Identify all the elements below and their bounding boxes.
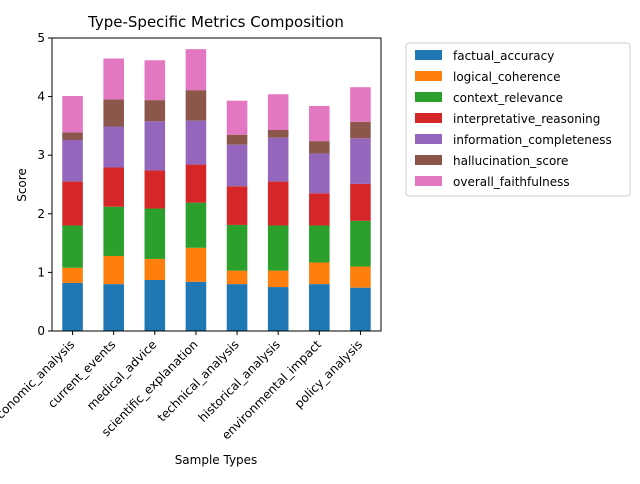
bar-segment-hallucination_score-scientific_explanation (185, 90, 207, 121)
bar-segment-factual_accuracy-policy_analysis (350, 287, 371, 331)
legend-label-logical_coherence: logical_coherence (453, 70, 560, 84)
y-tick-label: 5 (37, 31, 45, 45)
bar-segment-hallucination_score-environmental_impact (309, 141, 330, 154)
bar-segment-factual_accuracy-medical_advice (144, 280, 166, 331)
legend-swatch-context_relevance (415, 92, 442, 102)
bar-segment-factual_accuracy-environmental_impact (309, 284, 330, 331)
bar-segment-context_relevance-historical_analysis (267, 225, 289, 271)
y-axis: 0 1 2 3 4 5 (37, 31, 52, 338)
bar-segment-overall_faithfulness-historical_analysis (267, 94, 289, 131)
legend-label-factual_accuracy: factual_accuracy (453, 49, 554, 63)
plot-frame (51, 37, 382, 332)
x-axis-label: Sample Types (175, 453, 258, 467)
bar-segment-information_completeness-environmental_impact (309, 153, 330, 194)
bar-segment-hallucination_score-historical_analysis (267, 130, 289, 138)
bar-segment-overall_faithfulness-scientific_explanation (185, 49, 207, 91)
x-tick-label: medical_advice (84, 337, 159, 412)
bar-segment-hallucination_score-current_events (103, 99, 124, 127)
bar-segment-factual_accuracy-current_events (103, 284, 124, 331)
bar-segment-logical_coherence-technical_analysis (226, 270, 248, 285)
y-tick-label: 0 (37, 324, 45, 338)
bar-segment-interpretative_reasoning-current_events (103, 167, 124, 207)
legend-swatch-information_completeness (415, 134, 442, 144)
bar-segment-information_completeness-historical_analysis (267, 137, 289, 182)
bar-segment-interpretative_reasoning-environmental_impact (309, 193, 330, 226)
bar-segment-logical_coherence-scientific_explanation (185, 247, 207, 282)
y-tick-label: 2 (37, 207, 45, 221)
bar-segment-information_completeness-scientific_explanation (185, 120, 207, 165)
bar-segment-overall_faithfulness-economic_analysis (62, 96, 83, 133)
legend-frame (405, 42, 631, 197)
bar-segment-context_relevance-technical_analysis (226, 224, 248, 271)
legend-label-information_completeness: information_completeness (453, 133, 612, 147)
bar-segment-overall_faithfulness-medical_advice (144, 60, 166, 101)
chart-title: Type-Specific Metrics Composition (87, 13, 344, 31)
bar-segment-information_completeness-economic_analysis (62, 139, 83, 182)
bar-segment-interpretative_reasoning-historical_analysis (267, 181, 289, 226)
legend-label-hallucination_score: hallucination_score (453, 154, 568, 168)
legend: factual_accuracy logical_coherencecontext… (405, 42, 631, 197)
bar-segment-interpretative_reasoning-scientific_explanation (185, 164, 207, 203)
legend-swatch-factual_accuracy (415, 50, 442, 60)
bar-segment-logical_coherence-environmental_impact (309, 262, 330, 285)
bar-segment-interpretative_reasoning-policy_analysis (350, 183, 371, 221)
bar-segment-logical_coherence-current_events (103, 255, 124, 285)
y-axis-label: Score (15, 168, 29, 202)
legend-label-overall_faithfulness: overall_faithfulness (453, 175, 570, 189)
bar-segment-context_relevance-current_events (103, 206, 124, 256)
bar-segment-hallucination_score-medical_advice (144, 100, 166, 122)
bar-segment-logical_coherence-economic_analysis (62, 267, 83, 283)
bar-segment-hallucination_score-technical_analysis (226, 134, 248, 145)
bar-segment-overall_faithfulness-environmental_impact (309, 105, 330, 142)
bar-segment-overall_faithfulness-current_events (103, 58, 124, 100)
bar-segment-hallucination_score-policy_analysis (350, 121, 371, 139)
legend-label-context_relevance: context_relevance (453, 91, 563, 105)
bar-segment-context_relevance-policy_analysis (350, 220, 371, 267)
bar-segment-interpretative_reasoning-medical_advice (144, 170, 166, 209)
legend-swatch-hallucination_score (415, 155, 442, 165)
bar-segment-context_relevance-scientific_explanation (185, 202, 207, 248)
y-tick-label: 3 (37, 148, 45, 162)
bar-segment-context_relevance-environmental_impact (309, 225, 330, 263)
bars-group (62, 49, 371, 331)
bar-segment-overall_faithfulness-technical_analysis (226, 100, 248, 135)
bar-segment-factual_accuracy-economic_analysis (62, 282, 83, 331)
legend-swatch-logical_coherence (415, 71, 442, 81)
bar-segment-logical_coherence-medical_advice (144, 258, 166, 281)
bar-segment-hallucination_score-economic_analysis (62, 132, 83, 140)
bar-segment-interpretative_reasoning-technical_analysis (226, 186, 248, 225)
bar-segment-factual_accuracy-scientific_explanation (185, 281, 207, 331)
bar-segment-context_relevance-medical_advice (144, 208, 166, 259)
legend-swatch-overall_faithfulness (415, 176, 442, 186)
y-tick-label: 1 (37, 265, 45, 279)
bar-segment-information_completeness-technical_analysis (226, 144, 248, 187)
bar-segment-information_completeness-medical_advice (144, 121, 166, 171)
bar-segment-information_completeness-policy_analysis (350, 138, 371, 184)
bar-segment-factual_accuracy-technical_analysis (226, 284, 248, 331)
x-axis: economic_analysiscurrent_eventsmedical_a… (0, 331, 365, 442)
y-tick-label: 4 (37, 90, 45, 104)
bar-segment-logical_coherence-historical_analysis (267, 270, 289, 288)
bar-segment-overall_faithfulness-policy_analysis (350, 87, 371, 122)
bar-segment-logical_coherence-policy_analysis (350, 266, 371, 288)
bar-segment-interpretative_reasoning-economic_analysis (62, 181, 83, 226)
bar-segment-information_completeness-current_events (103, 126, 124, 168)
bar-segment-context_relevance-economic_analysis (62, 225, 83, 268)
legend-label-interpretative_reasoning: interpretative_reasoning (453, 112, 600, 126)
bar-segment-factual_accuracy-historical_analysis (267, 287, 289, 331)
legend-swatch-interpretative_reasoning (415, 113, 442, 123)
